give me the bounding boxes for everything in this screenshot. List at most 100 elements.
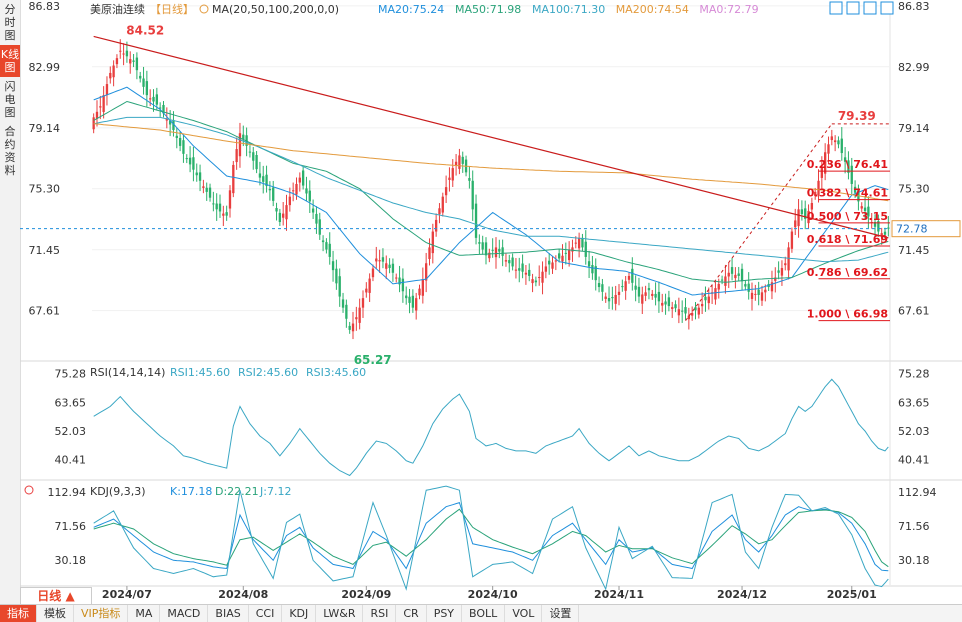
candle-body <box>790 231 794 249</box>
candle-body <box>298 177 301 183</box>
candle-body <box>614 294 617 304</box>
candle-body <box>278 212 282 223</box>
indicator-tab-4[interactable]: MACD <box>160 605 209 622</box>
rsi-tick-left-2: 52.03 <box>55 425 87 438</box>
candle-body <box>321 240 325 243</box>
sidebar-tab-3[interactable]: 合约资料 <box>4 125 16 177</box>
candle-body <box>361 298 365 308</box>
candle-body <box>391 263 395 273</box>
candle-body <box>820 166 824 178</box>
candle-body <box>305 188 308 194</box>
candle-body <box>318 219 321 235</box>
candle-body <box>325 242 328 250</box>
kdj-settings-icon[interactable] <box>24 485 34 495</box>
candle-body <box>548 260 551 265</box>
header-title: 美原油连续 <box>90 2 145 16</box>
candle-body <box>102 95 105 112</box>
kdj-legend-1: D:22.21 <box>215 485 259 498</box>
candle-body <box>607 297 611 302</box>
candle-body <box>275 208 278 212</box>
y-tick-right-0: 86.83 <box>898 0 930 13</box>
candle-body <box>165 118 168 121</box>
indicator-tab-5[interactable]: BIAS <box>208 605 249 622</box>
candle-body <box>750 292 754 299</box>
candle-body <box>232 164 235 194</box>
candle-body <box>707 296 710 304</box>
kdj-legend-2: J:7.12 <box>259 485 291 498</box>
minus-icon[interactable] <box>846 1 860 15</box>
candle-body <box>797 209 800 227</box>
candle-body <box>840 138 843 154</box>
candle-body <box>198 172 202 181</box>
candle-body <box>833 140 837 143</box>
candle-body <box>405 295 408 299</box>
candle-body <box>774 277 777 281</box>
candle-body <box>587 261 591 267</box>
indicator-tab-3[interactable]: MA <box>128 605 161 622</box>
header-ma-params: MA(20,50,100,200,0,0) <box>212 3 339 16</box>
indicator-tab-9[interactable]: RSI <box>363 605 397 622</box>
candle-body <box>385 263 388 269</box>
indicator-tab-14[interactable]: 设置 <box>542 605 580 622</box>
kdj-tick-left-1: 71.56 <box>55 520 87 533</box>
candle-body <box>172 120 175 131</box>
chart-area[interactable]: 86.83 86.83 82.99 82.99 79.14 79.14 75.30 75.30… <box>20 0 962 604</box>
candle-body <box>308 190 311 202</box>
y-tick-left-4: 71.45 <box>29 244 61 257</box>
candle-body <box>511 257 514 267</box>
candle-body <box>764 289 767 293</box>
candle-body <box>784 263 787 266</box>
candle-body <box>331 261 335 271</box>
date-label-2: 2024/09 <box>341 588 391 601</box>
indicator-tab-10[interactable]: CR <box>396 605 427 622</box>
candle-body <box>438 208 441 215</box>
candle-body <box>534 280 538 283</box>
period-selector-button[interactable]: 日线 ▲ <box>20 587 92 605</box>
candle-body <box>777 270 780 273</box>
indicator-tab-0[interactable]: 指标 <box>0 605 37 622</box>
candle-body <box>415 298 418 311</box>
y-tick-right-2: 79.14 <box>898 122 930 135</box>
indicator-tab-11[interactable]: PSY <box>427 605 463 622</box>
indicator-tab-8[interactable]: LW&R <box>316 605 364 622</box>
indicator-tab-13[interactable]: VOL <box>505 605 543 622</box>
candle-body <box>843 157 847 162</box>
candle-body <box>581 237 584 248</box>
candle-body <box>461 156 464 164</box>
settings-icon[interactable] <box>199 4 209 14</box>
candle-body <box>129 59 132 64</box>
candle-body <box>311 208 315 213</box>
indicator-tab-7[interactable]: KDJ <box>282 605 317 622</box>
candle-body <box>119 50 122 52</box>
indicator-tab-12[interactable]: BOLL <box>462 605 506 622</box>
date-label-3: 2024/10 <box>468 588 518 601</box>
candle-body <box>368 278 371 293</box>
header-ma-value-0: MA20:75.24 <box>378 3 444 16</box>
candle-body <box>112 65 115 78</box>
kdj-tick-right-2: 30.18 <box>898 554 930 567</box>
sidebar-tab-2[interactable]: 闪电图 <box>4 80 16 119</box>
candle-body <box>178 137 182 146</box>
sidebar-tab-0[interactable]: 分时图 <box>4 3 16 42</box>
candle-body <box>202 186 205 188</box>
candle-body <box>348 325 351 330</box>
kdj-k-line <box>93 501 889 572</box>
kdj-tick-left-2: 30.18 <box>55 554 87 567</box>
candle-body <box>398 277 401 285</box>
y-tick-right-4: 71.45 <box>898 244 930 257</box>
candle-body <box>468 178 471 181</box>
candle-body <box>681 310 684 312</box>
y-tick-left-3: 75.30 <box>29 183 61 196</box>
candle-body <box>125 50 129 57</box>
indicator-tab-6[interactable]: CCI <box>249 605 283 622</box>
candle-body <box>375 258 378 262</box>
fullscreen-icon[interactable] <box>880 1 894 15</box>
plus-icon[interactable] <box>863 1 877 15</box>
expand-icon[interactable] <box>829 1 843 15</box>
candle-body <box>504 260 508 262</box>
candle-body <box>454 161 458 166</box>
sidebar-tab-1[interactable]: K线图 <box>0 45 20 77</box>
recent-high-annotation: 79.39 <box>838 109 876 123</box>
indicator-tab-1[interactable]: 模板 <box>37 605 74 622</box>
indicator-tab-2[interactable]: VIP指标 <box>74 605 129 622</box>
